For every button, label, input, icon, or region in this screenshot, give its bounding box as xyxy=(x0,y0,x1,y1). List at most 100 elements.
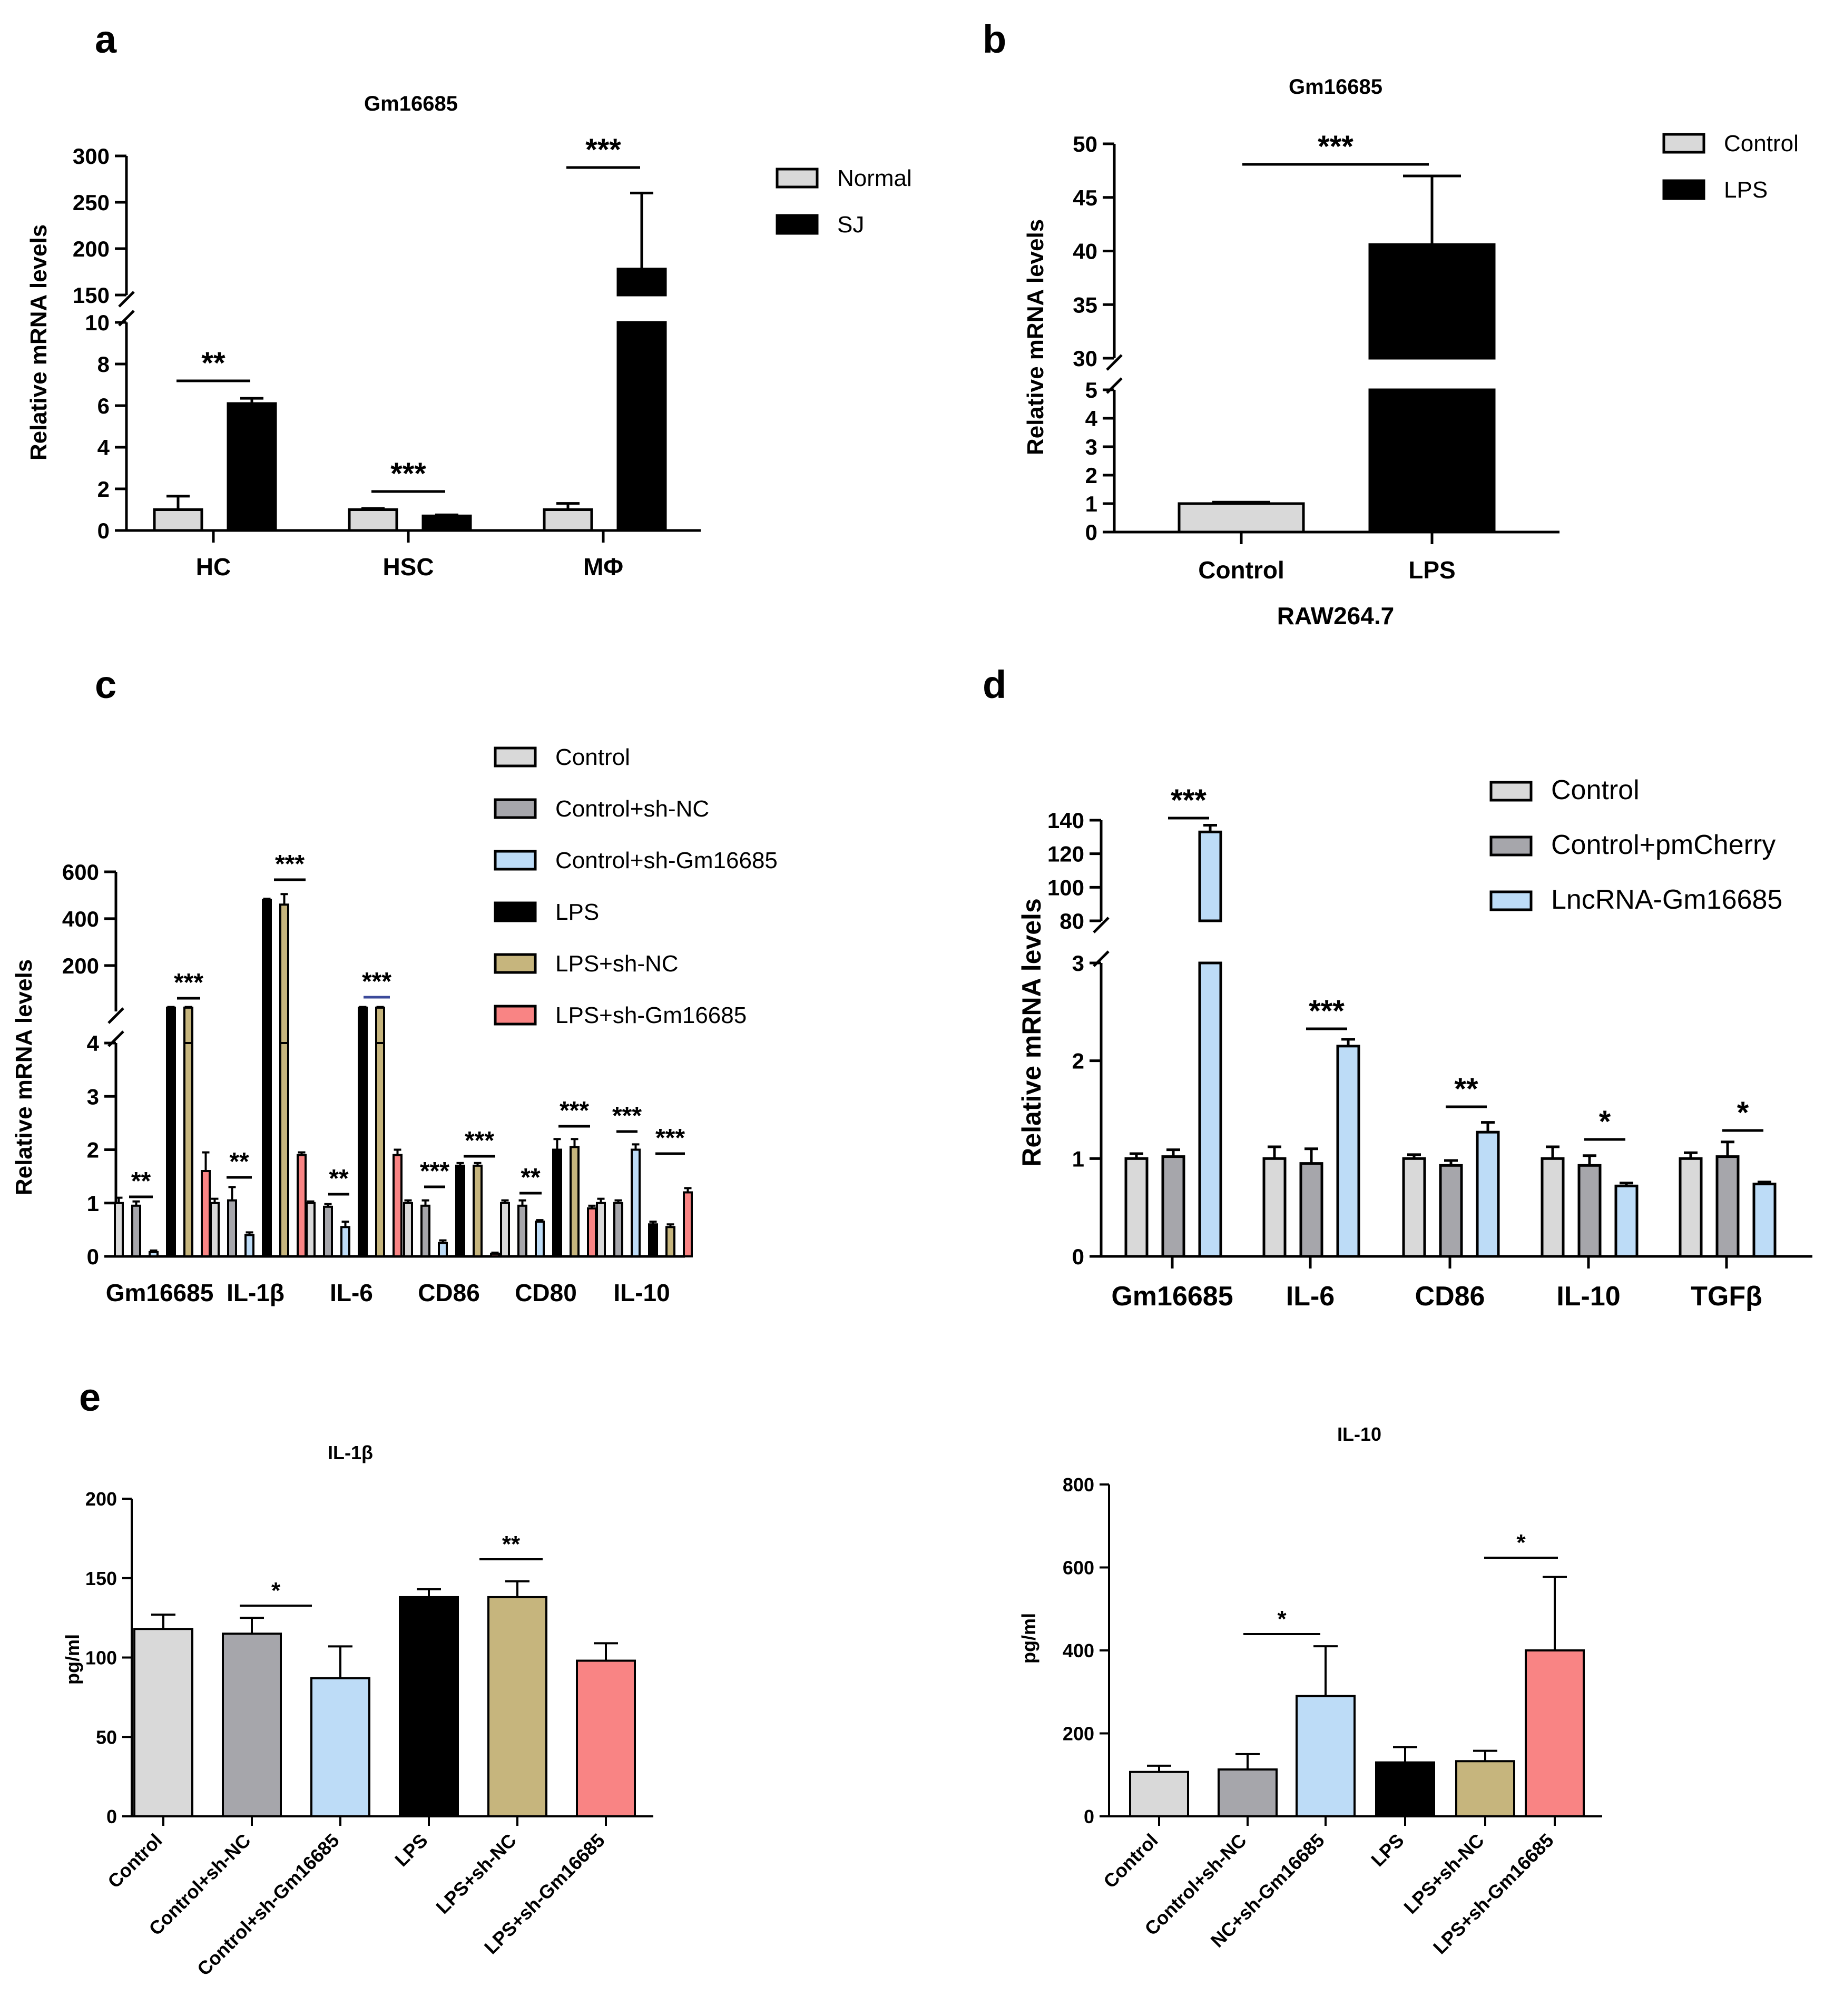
c-legend-swatch xyxy=(494,850,537,871)
c-sig-label: *** xyxy=(275,850,305,878)
c-bar xyxy=(631,1148,641,1257)
y-axis-label-c: Relative mRNA levels xyxy=(11,959,37,1195)
e1-bar xyxy=(399,1596,459,1817)
e2-sig-label: * xyxy=(1516,1530,1526,1556)
a-bar xyxy=(616,268,667,297)
b-y-tick-label: 30 xyxy=(1073,346,1097,371)
c-bar xyxy=(297,1154,307,1257)
a-x-tick-label: HC xyxy=(196,553,231,581)
d-bar xyxy=(1299,1162,1323,1258)
d-bar xyxy=(1715,1155,1740,1258)
d-y-break xyxy=(1093,917,1110,933)
legend-d: Control Control+pmCherry LncRNA-Gm16685 xyxy=(1489,775,1782,915)
a-legend-swatch xyxy=(776,168,819,189)
d-sig-label: * xyxy=(1737,1096,1749,1130)
b-y-tick-label: 0 xyxy=(1085,520,1097,545)
e1-bar xyxy=(310,1677,370,1818)
d-y-tick-label: 2 xyxy=(1072,1049,1084,1074)
b-bar xyxy=(1368,243,1496,360)
c-bar xyxy=(375,1042,385,1257)
e2-y-tick-label: 200 xyxy=(1063,1723,1094,1745)
a-y-tick-label: 10 xyxy=(85,310,110,335)
c-sig-label: *** xyxy=(174,969,203,997)
a-bar xyxy=(421,514,472,532)
a-sig-label: *** xyxy=(390,457,426,491)
c-bar xyxy=(420,1204,430,1257)
legend-c: Control Control+sh-NC Control+sh-Gm16685 LP… xyxy=(494,744,778,1028)
e2-sig-label: * xyxy=(1277,1606,1287,1632)
c-bar xyxy=(166,1042,176,1257)
d-bar xyxy=(1262,1157,1287,1258)
d-sig-label: ** xyxy=(1454,1072,1478,1106)
c-bar xyxy=(323,1205,333,1257)
c-bar xyxy=(279,903,289,1044)
panel-a: a Gm16685 Relative mRNA levels 0 2 4 6 8 1015… xyxy=(26,17,912,581)
c-sig-label: ** xyxy=(521,1164,541,1192)
c-bar xyxy=(166,1006,176,1044)
c-bar xyxy=(500,1202,510,1257)
d-bar xyxy=(1198,830,1222,922)
c-bar xyxy=(596,1202,606,1257)
a-y-break xyxy=(118,291,135,308)
a-y-tick-label: 8 xyxy=(97,352,110,377)
a-bar xyxy=(616,321,667,532)
d-bar xyxy=(1614,1184,1639,1258)
c-bar xyxy=(375,1006,385,1044)
x-ticks-d: Gm16685 IL-6 CD86 IL-10 TGFβ xyxy=(1111,1256,1762,1312)
c-legend-swatch xyxy=(494,746,537,768)
e2-y-tick-label: 400 xyxy=(1063,1640,1094,1661)
c-bar xyxy=(279,1042,289,1257)
e2-bar xyxy=(1525,1649,1585,1817)
significance-d: ********* * xyxy=(1168,783,1763,1141)
b-x-tick-label: LPS xyxy=(1408,556,1455,584)
d-y-break xyxy=(1093,950,1110,967)
c-bar xyxy=(570,1146,580,1257)
d-y-tick-label: 120 xyxy=(1047,842,1084,867)
c-x-tick-label: Gm16685 xyxy=(106,1279,214,1306)
c-bar xyxy=(517,1204,527,1257)
c-bar xyxy=(262,1042,272,1257)
b-legend-entry: LPS xyxy=(1724,177,1768,203)
d-bar xyxy=(1752,1183,1777,1258)
c-y-tick-label: 4 xyxy=(87,1031,100,1056)
c-legend-entry: LPS+sh-NC xyxy=(555,951,679,977)
b-y-tick-label: 2 xyxy=(1085,463,1097,488)
y-axis-label-b: Relative mRNA levels xyxy=(1023,219,1048,455)
a-y-tick-label: 6 xyxy=(97,394,110,418)
significance-b: *** xyxy=(1242,130,1429,166)
d-legend-entry: Control xyxy=(1551,775,1640,805)
c-sig-label: *** xyxy=(655,1124,685,1152)
significance-c: ************************** ****** xyxy=(129,850,685,1198)
b-y-tick-label: 40 xyxy=(1073,239,1097,264)
c-y-tick-label: 0 xyxy=(87,1244,99,1269)
a-x-tick-label: HSC xyxy=(382,553,434,581)
e2-y-tick-label: 800 xyxy=(1063,1474,1094,1496)
b-y-break xyxy=(1106,377,1123,394)
d-y-tick-label: 100 xyxy=(1047,875,1084,900)
a-legend-entry: SJ xyxy=(837,212,864,238)
d-bar xyxy=(1439,1164,1463,1258)
a-legend-entry: Normal xyxy=(837,165,912,191)
b-y-tick-label: 1 xyxy=(1085,491,1097,516)
d-bar xyxy=(1679,1157,1703,1258)
chart-title-e1: IL-1β xyxy=(328,1442,373,1463)
legend-a: Normal SJ xyxy=(776,165,912,238)
c-bar xyxy=(438,1242,448,1257)
panel-b: b Gm16685 Relative mRNA levels 012345303… xyxy=(983,17,1799,630)
e1-y-tick-label: 150 xyxy=(85,1568,117,1589)
c-sig-label: *** xyxy=(560,1097,589,1125)
e1-y-tick-label: 0 xyxy=(106,1806,117,1827)
bars-c xyxy=(114,893,693,1257)
d-x-tick-label: IL-6 xyxy=(1286,1281,1335,1312)
c-sig-label: ** xyxy=(329,1165,349,1193)
c-bar xyxy=(210,1202,220,1257)
c-bar xyxy=(648,1223,658,1257)
d-x-tick-label: Gm16685 xyxy=(1111,1281,1233,1312)
b-legend-swatch xyxy=(1662,133,1705,154)
d-bar xyxy=(1476,1130,1500,1258)
e1-x-tick-label: Control xyxy=(103,1830,166,1892)
bars-e2 xyxy=(1129,1576,1585,1818)
